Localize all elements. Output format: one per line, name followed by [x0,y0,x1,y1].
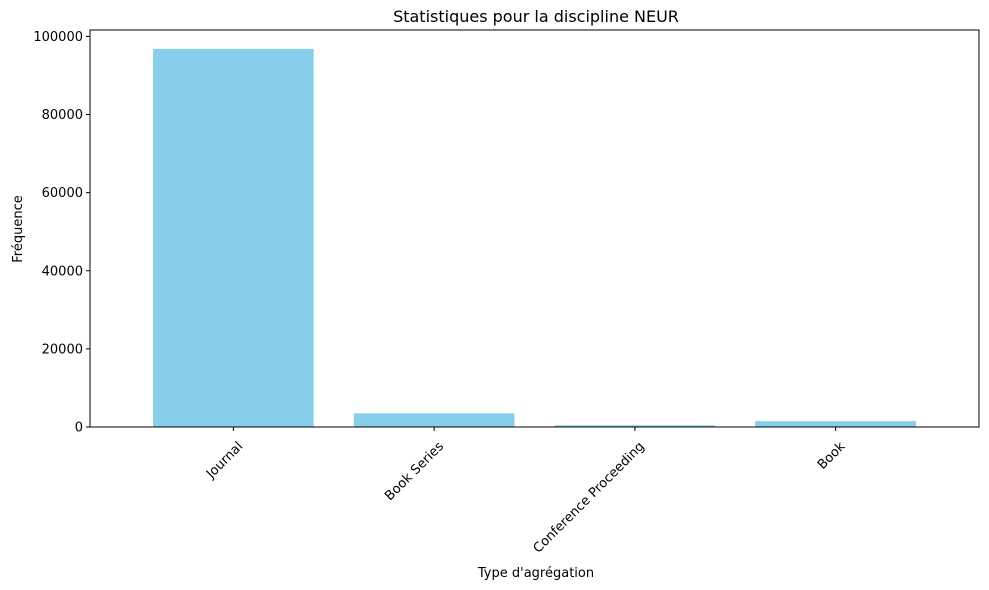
bar-conference-proceeding [554,425,716,427]
y-tick-label: 40000 [42,264,83,279]
x-axis-label: Type d'agrégation [477,566,594,581]
y-tick-label: 20000 [42,342,83,357]
bar-book-series [353,413,515,427]
x-tick-label: Conference Proceeding [531,439,648,556]
plot-frame [89,29,980,428]
y-tick-label: 60000 [42,186,83,201]
y-tick-label: 0 [75,421,83,436]
y-tick-label: 100000 [33,30,83,45]
bar-book [755,421,916,427]
bars-group [153,48,916,428]
bar-journal [153,48,314,428]
x-tick-label: Journal [203,439,246,482]
x-tick-label: Book Series [382,439,447,504]
y-axis-label: Fréquence [11,195,26,262]
x-axis: Journal Book Series Conference Proceeding B… [203,427,849,556]
y-tick-label: 80000 [42,108,83,123]
x-tick-label: Book [815,439,849,473]
y-axis: 0 20000 40000 60000 80000 100000 [33,30,90,436]
chart-title: Statistiques pour la discipline NEUR [393,7,679,26]
